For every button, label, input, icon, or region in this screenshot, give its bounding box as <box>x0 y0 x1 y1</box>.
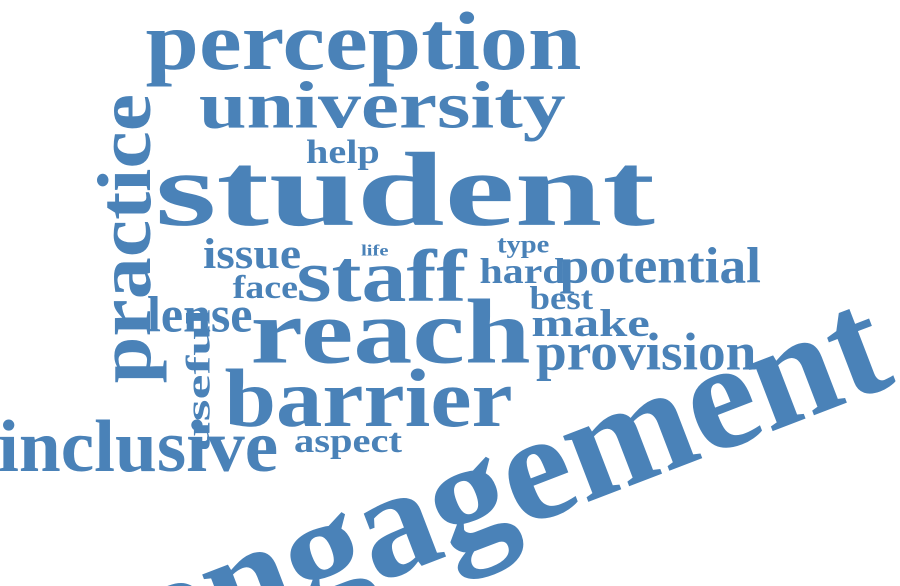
word-lense: lense <box>147 286 253 343</box>
word-help: help <box>306 132 380 171</box>
word-face: face <box>232 269 298 306</box>
word-make: make <box>530 301 650 345</box>
word-provision: provision <box>535 323 757 382</box>
word-aspect: aspect <box>293 421 402 460</box>
word-perception: perception <box>145 0 581 88</box>
word-reach: reach <box>249 281 531 384</box>
word-staff: staff <box>295 234 466 318</box>
word-best: best <box>529 280 593 317</box>
word-inclusive: inclusive <box>0 404 279 488</box>
word-hard: hard <box>479 251 566 292</box>
word-university: university <box>198 69 566 143</box>
word-issue: issue <box>203 228 302 279</box>
word-type: type <box>496 229 550 258</box>
word-life: life <box>361 241 389 260</box>
word-barrier: barrier <box>223 354 513 445</box>
word-potential: potential <box>559 237 761 294</box>
word-student: student <box>155 130 655 248</box>
